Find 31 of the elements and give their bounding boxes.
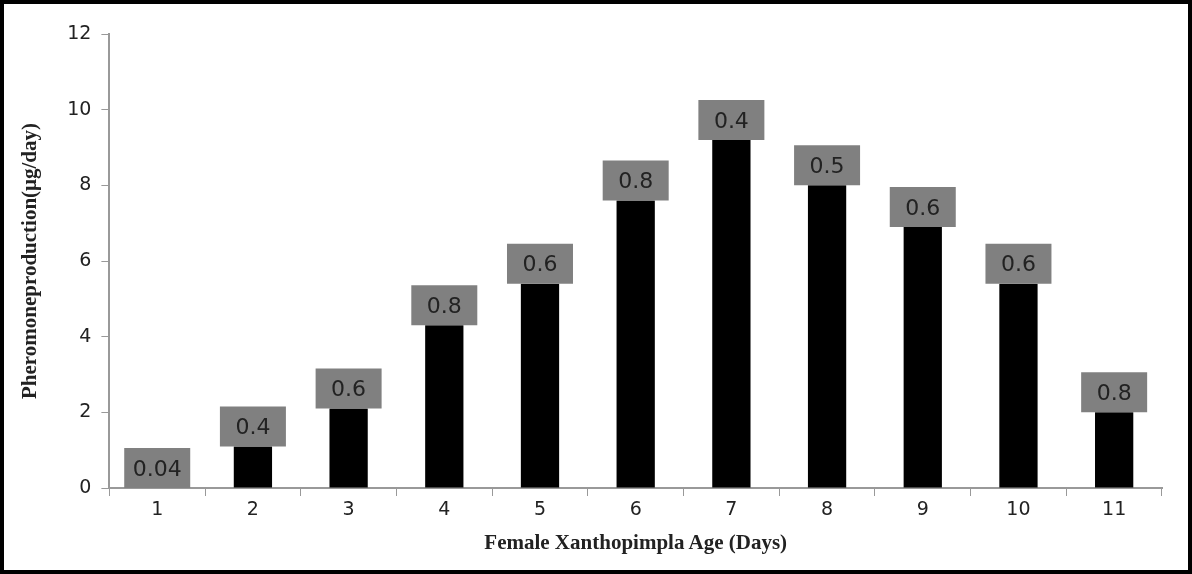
annotation: 0.8 xyxy=(1096,380,1132,406)
x-tick-label: 4 xyxy=(438,497,451,520)
x-tick-label: 3 xyxy=(342,497,355,520)
annotation: 0.5 xyxy=(809,153,845,179)
annotation: 0.8 xyxy=(618,168,654,194)
y-tick-label: 0 xyxy=(79,474,92,497)
annotation: 0.6 xyxy=(1000,251,1036,277)
x-tick-label: 10 xyxy=(1006,497,1031,520)
y-tick-label: 8 xyxy=(79,172,92,195)
x-tick-label: 5 xyxy=(533,497,547,520)
y-tick-label: 2 xyxy=(79,399,92,422)
x-tick-label: 1 xyxy=(151,497,164,520)
x-tick-label: 6 xyxy=(629,497,642,520)
annotation: 0.4 xyxy=(713,107,749,133)
annotation: 0.4 xyxy=(235,414,271,440)
x-tick-label: 11 xyxy=(1102,497,1127,520)
x-tick-label: 8 xyxy=(821,497,834,520)
x-axis-title: Female Xanthopimpla Age (Days) xyxy=(484,529,788,554)
x-tick-label: 7 xyxy=(725,497,738,520)
annotation: 0.6 xyxy=(331,376,367,402)
y-tick-label: 10 xyxy=(67,96,92,119)
annotation: 0.6 xyxy=(905,194,941,220)
x-tick-label: 2 xyxy=(246,497,259,520)
annotation: 0.8 xyxy=(426,293,462,319)
y-axis-title: Pheromoneproduction(μg/day) xyxy=(17,123,42,399)
y-tick-label: 4 xyxy=(79,323,92,346)
annotation: 0.04 xyxy=(132,455,182,481)
y-tick-label: 6 xyxy=(79,247,92,270)
x-tick-label: 9 xyxy=(916,497,929,520)
y-tick-label: 12 xyxy=(67,20,92,43)
annotation: 0.6 xyxy=(522,251,558,277)
